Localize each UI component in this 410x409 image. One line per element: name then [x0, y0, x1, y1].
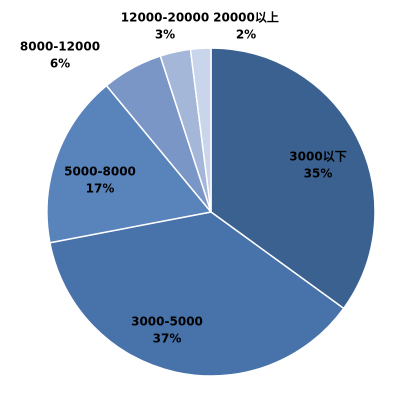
slice-label: 12000-20000	[121, 11, 209, 25]
slice-value-label: 2%	[236, 28, 256, 42]
pie-slice	[189, 47, 212, 213]
pie-slice	[46, 84, 213, 244]
slice-label: 3000-5000	[131, 315, 203, 329]
slice-value-label: 17%	[86, 182, 115, 196]
slice-label: 20000以上	[213, 10, 279, 25]
slice-value-label: 37%	[153, 332, 182, 346]
slice-value-label: 6%	[50, 57, 70, 71]
pie-slice	[210, 47, 376, 310]
slice-label: 8000-12000	[20, 40, 100, 54]
pie-slice	[49, 211, 345, 377]
slice-label: 5000-8000	[64, 165, 136, 179]
slice-value-label: 35%	[304, 167, 333, 181]
slice-label: 3000以下	[289, 150, 346, 164]
slice-value-label: 3%	[155, 28, 175, 42]
